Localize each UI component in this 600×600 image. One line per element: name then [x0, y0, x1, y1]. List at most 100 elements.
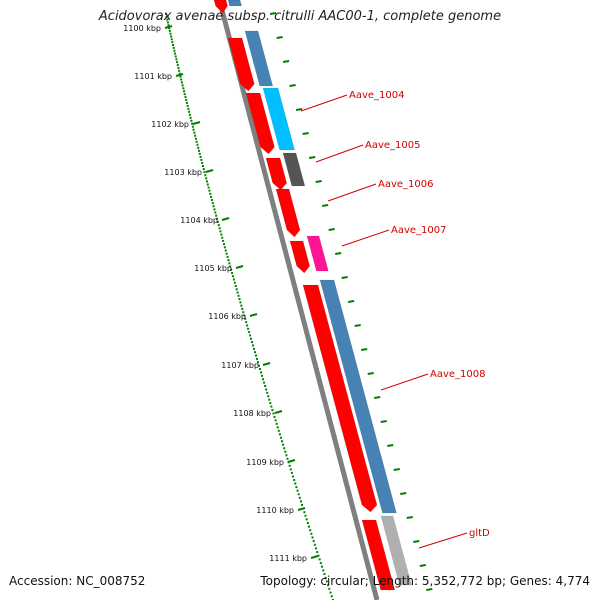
- scale-dot: [321, 565, 324, 568]
- scale-dot: [283, 447, 286, 450]
- scale-dot: [182, 87, 185, 90]
- kbp-label: 1106 kbp: [208, 312, 246, 321]
- scale-dot: [257, 364, 260, 367]
- scale-dot: [201, 165, 204, 168]
- kbp-tick: [262, 362, 271, 366]
- scale-dot: [245, 321, 248, 324]
- scale-dot: [293, 478, 296, 481]
- scale-dot: [279, 436, 282, 439]
- gene-red-5[interactable]: [289, 240, 310, 274]
- scale-dot: [200, 158, 203, 161]
- gene-red-2[interactable]: [245, 92, 275, 155]
- gene-aave-1007[interactable]: [306, 235, 329, 272]
- gene-red-6[interactable]: [302, 284, 378, 513]
- gene-blue-top[interactable]: [227, 0, 242, 7]
- scale-dot: [185, 99, 188, 101]
- scale-dot: [273, 415, 276, 418]
- gene-label[interactable]: Aave_1005: [365, 140, 421, 151]
- scale-dot: [180, 78, 183, 81]
- minor-tick: [406, 516, 413, 519]
- gene-callout-line: [380, 373, 429, 391]
- scale-dot: [270, 405, 273, 408]
- scale-dot: [305, 518, 308, 521]
- scale-dot: [204, 174, 207, 177]
- gene-label[interactable]: Aave_1007: [391, 225, 447, 236]
- gene-aave-1005[interactable]: [282, 152, 306, 187]
- scale-dot: [296, 489, 299, 492]
- scale-dot: [236, 291, 239, 294]
- scale-dot: [248, 331, 251, 334]
- kbp-label: 1111 kbp: [269, 554, 307, 563]
- scale-dot: [172, 46, 175, 49]
- scale-dot: [212, 205, 215, 208]
- scale-dot: [318, 558, 321, 561]
- scale-dot: [214, 211, 217, 214]
- minor-tick: [295, 108, 303, 111]
- gene-label[interactable]: gltD: [469, 528, 490, 539]
- minor-tick: [302, 132, 309, 135]
- scale-dot: [168, 27, 171, 30]
- scale-dot: [222, 239, 225, 242]
- scale-ticks: [164, 12, 433, 591]
- scale-dot: [172, 43, 175, 46]
- scale-dot: [205, 177, 208, 180]
- kbp-label: 1103 kbp: [164, 168, 202, 177]
- scale-dot: [250, 337, 253, 340]
- gene-label[interactable]: Aave_1008: [430, 369, 486, 380]
- scale-dot: [217, 224, 220, 227]
- scale-dot: [312, 540, 315, 543]
- gene-blue-1[interactable]: [244, 30, 274, 87]
- accession-label: Accession: NC_008752: [9, 574, 146, 588]
- scale-dot: [231, 272, 234, 275]
- scale-dot: [239, 301, 242, 304]
- scale-dot: [177, 66, 180, 69]
- scale-dot: [220, 233, 223, 236]
- gene-red-3[interactable]: [265, 157, 287, 191]
- scale-dot: [265, 388, 268, 391]
- minor-tick: [426, 588, 433, 591]
- gene-red-top[interactable]: [213, 0, 228, 14]
- gene-red-7[interactable]: [361, 519, 396, 591]
- gene-gltd[interactable]: [380, 515, 412, 586]
- minor-tick: [393, 468, 400, 471]
- scale-dot: [216, 220, 219, 223]
- kbp-tick: [164, 25, 173, 29]
- minor-tick: [308, 156, 316, 159]
- gene-aave-1008[interactable]: [319, 279, 397, 514]
- genome-title: Acidovorax avenae subsp. citrulli AAC00-…: [98, 9, 502, 24]
- scale-dot: [252, 344, 254, 347]
- minor-tick: [289, 84, 296, 87]
- scale-dot: [226, 255, 229, 258]
- scale-dot: [171, 41, 174, 44]
- gene-label[interactable]: Aave_1004: [349, 90, 405, 101]
- minor-tick: [315, 180, 322, 183]
- scale-dot: [170, 35, 173, 38]
- scale-dot: [323, 573, 326, 576]
- scale-dot: [184, 96, 187, 99]
- kbp-label: 1104 kbp: [180, 216, 218, 225]
- scale-dot: [207, 186, 210, 189]
- gene-aave-1004[interactable]: [262, 87, 295, 151]
- scale-dot: [185, 101, 188, 104]
- gene-red-1[interactable]: [227, 37, 255, 92]
- scale-dot: [249, 334, 252, 337]
- scale-dot: [289, 468, 292, 471]
- scale-dot: [310, 532, 313, 535]
- gene-label[interactable]: Aave_1006: [378, 179, 434, 190]
- scale-dot: [197, 146, 200, 149]
- scale-dot: [264, 385, 267, 387]
- scale-dot: [261, 374, 264, 377]
- scale-dot: [199, 155, 202, 158]
- scale-dot: [186, 104, 189, 107]
- scale-dot: [165, 15, 168, 18]
- scale-dot: [271, 409, 274, 412]
- scale-dot: [288, 464, 291, 467]
- scale-dot: [282, 443, 285, 446]
- scale-dot: [329, 591, 332, 594]
- gene-red-4[interactable]: [275, 188, 301, 238]
- scale-dot: [298, 496, 301, 499]
- scale-dot: [290, 471, 293, 474]
- scale-dot: [194, 134, 197, 137]
- scale-dot: [266, 391, 269, 394]
- gene-callout-line: [315, 144, 364, 163]
